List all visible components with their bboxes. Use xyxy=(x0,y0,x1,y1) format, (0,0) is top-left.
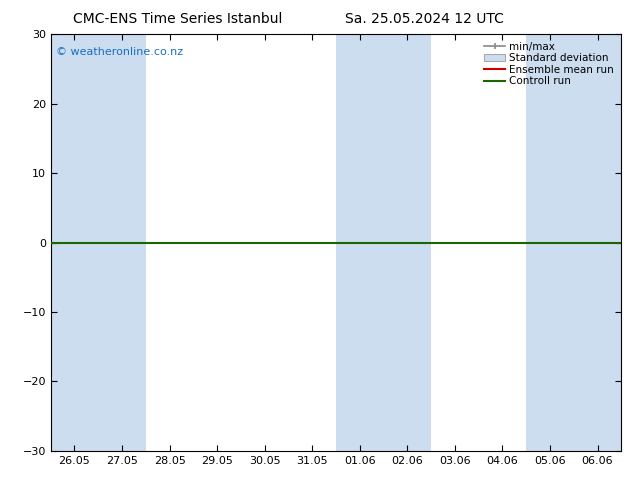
Text: © weatheronline.co.nz: © weatheronline.co.nz xyxy=(56,47,184,57)
Bar xyxy=(336,34,384,451)
Bar xyxy=(51,34,98,451)
Text: CMC-ENS Time Series Istanbul: CMC-ENS Time Series Istanbul xyxy=(73,12,282,26)
Bar xyxy=(526,34,574,451)
Bar xyxy=(384,34,431,451)
Text: Sa. 25.05.2024 12 UTC: Sa. 25.05.2024 12 UTC xyxy=(346,12,504,26)
Bar xyxy=(574,34,621,451)
Bar xyxy=(98,34,146,451)
Legend: min/max, Standard deviation, Ensemble mean run, Controll run: min/max, Standard deviation, Ensemble me… xyxy=(482,40,616,88)
